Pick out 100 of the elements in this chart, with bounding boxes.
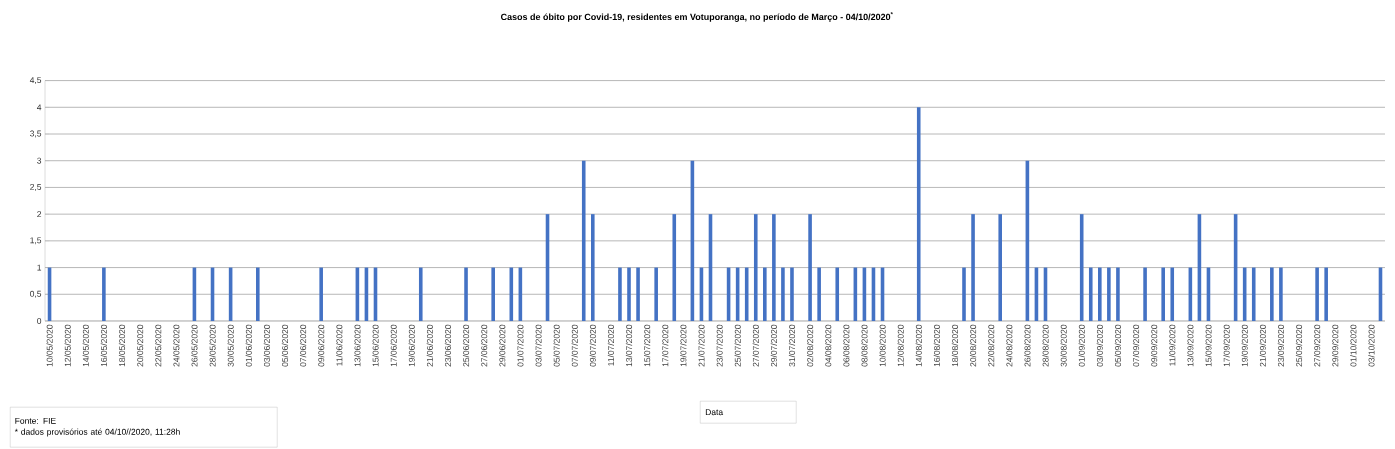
x-tick-label: 22/05/2020	[155, 324, 162, 367]
bar	[1079, 214, 1084, 321]
y-tick-label: 3	[37, 157, 42, 164]
bar	[1251, 267, 1256, 321]
x-tick-label: 24/05/2020	[173, 324, 180, 367]
x-tick-label: 03/06/2020	[263, 324, 270, 367]
y-tick-label: 0,5	[30, 290, 42, 298]
x-tick-label: 11/09/2020	[1169, 324, 1176, 366]
x-tick-label: 14/05/2020	[82, 324, 89, 367]
x-tick-label: 23/07/2020	[716, 324, 723, 367]
x-tick-label: 20/05/2020	[136, 324, 144, 367]
x-tick-label: 03/10/2020	[1368, 324, 1375, 367]
bar	[781, 267, 785, 321]
bar	[772, 214, 776, 321]
x-tick-label: 21/06/2020	[426, 324, 433, 367]
bar	[916, 107, 921, 321]
x-tick-label: 01/09/2020	[1078, 324, 1085, 367]
x-tick-label: 05/07/2020	[553, 324, 560, 367]
x-tick-label: 04/08/2020	[825, 324, 832, 367]
bar	[962, 267, 966, 321]
x-tick-label: 22/08/2020	[988, 324, 995, 367]
x-tick-label: 07/07/2020	[571, 324, 578, 367]
bar	[491, 267, 495, 321]
x-tick-label: 17/06/2020	[390, 324, 397, 367]
x-tick-label: 25/07/2020	[734, 324, 741, 367]
x-tick-label: 01/10/2020	[1350, 324, 1357, 367]
x-tick-label: 15/06/2020	[372, 324, 379, 367]
y-tick-label: 4	[36, 104, 42, 111]
bar	[1170, 267, 1175, 321]
y-tick-label: 4,5	[29, 77, 42, 85]
bar	[102, 267, 106, 321]
bar	[1279, 267, 1283, 321]
x-tick-label: 01/06/2020	[245, 324, 252, 367]
bar	[1161, 267, 1165, 321]
x-tick-label: 25/09/2020	[1295, 324, 1303, 367]
x-tick-label: 26/05/2020	[191, 324, 198, 367]
x-tick-label: 13/07/2020	[625, 324, 633, 367]
text: * dados provisórios até 04/10//2020, 11:28h	[14, 428, 180, 437]
bar	[1098, 267, 1102, 321]
x-tick-label: 11/07/2020	[607, 324, 614, 366]
bar	[808, 214, 812, 321]
x-tick-label: 29/09/2020	[1332, 324, 1339, 367]
x-tick-label: 21/09/2020	[1259, 324, 1266, 367]
x-tick-label: 19/07/2020	[680, 324, 687, 367]
x-tick-label: 03/09/2020	[1096, 324, 1103, 367]
x-tick-label: 20/08/2020	[969, 324, 977, 367]
x-tick-label: 13/06/2020	[354, 324, 361, 367]
bar	[744, 267, 749, 321]
bar	[835, 267, 840, 321]
bar	[1088, 267, 1093, 321]
x-tick-label: 28/08/2020	[1042, 324, 1049, 367]
bar	[1324, 267, 1328, 321]
x-tick-label: 06/08/2020	[843, 324, 850, 367]
bar	[590, 214, 595, 321]
x-tick-label: 05/09/2020	[1114, 324, 1122, 367]
y-tick-label: 2,5	[30, 183, 42, 191]
x-tick-label: 15/07/2020	[644, 324, 651, 367]
x-tick-label: 23/06/2020	[444, 324, 452, 367]
y-tick-label: 2	[37, 211, 42, 218]
bar	[753, 214, 758, 321]
x-tick-label: 25/06/2020	[462, 324, 470, 367]
bar	[618, 267, 622, 321]
chart-title: Casos de óbito por Covid-19, residentes em Votuporanga, no período de Março - 04/10/2020$^{*}$	[500, 12, 893, 22]
x-tick-label: 09/07/2020	[589, 324, 596, 367]
x-tick-label: 11/06/2020	[336, 324, 343, 366]
bar	[319, 267, 323, 321]
x-tick-label: 09/06/2020	[318, 324, 325, 367]
x-tick-label: 21/07/2020	[698, 324, 705, 367]
source-note: Fonte: FIE	[15, 417, 56, 424]
x-tick-label: 13/09/2020	[1187, 324, 1194, 367]
bar	[1107, 267, 1111, 321]
bar	[418, 267, 423, 321]
x-tick-label: 09/09/2020	[1151, 324, 1158, 367]
bar	[654, 267, 658, 321]
x-tick-label: 10/05/2020	[46, 324, 53, 367]
x-tick-label: 27/07/2020	[752, 324, 759, 367]
x-tick-label: 27/09/2020	[1314, 324, 1321, 367]
bar	[464, 267, 468, 321]
x-tick-label: 24/08/2020	[1006, 324, 1013, 367]
bar	[672, 214, 677, 321]
bar	[998, 214, 1003, 321]
x-tick-label: 28/05/2020	[209, 324, 216, 367]
bar	[627, 267, 631, 321]
x-tick-label: 10/08/2020	[879, 324, 886, 367]
bar	[971, 214, 975, 321]
x-tick-label: 26/08/2020	[1024, 324, 1031, 367]
x-tick-label: 17/07/2020	[662, 324, 669, 367]
bar	[1143, 267, 1147, 321]
x-tick-label: 15/09/2020	[1205, 324, 1212, 367]
y-tick-label: 3,5	[30, 130, 42, 138]
x-tick-label: 02/08/2020	[806, 324, 814, 367]
bar	[636, 267, 640, 321]
x-tick-label: 16/05/2020	[100, 324, 107, 367]
x-tick-label: 19/09/2020	[1241, 324, 1248, 367]
bar	[817, 267, 821, 321]
x-tick-label: 05/06/2020	[281, 324, 289, 367]
x-tick-label: 19/06/2020	[408, 324, 415, 367]
x-tick-label: 12/05/2020	[64, 324, 71, 367]
x-tick-label: 16/08/2020	[933, 324, 940, 367]
x-tick-label: 29/07/2020	[770, 324, 777, 367]
